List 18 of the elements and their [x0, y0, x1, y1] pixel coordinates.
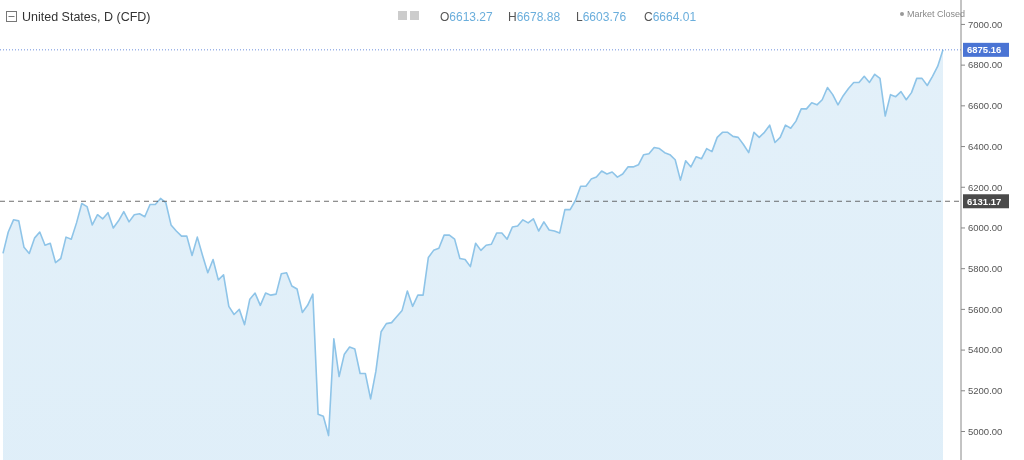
y-tick-label: 6200.00: [968, 181, 1003, 193]
y-tick-label: 6000.00: [968, 222, 1003, 234]
y-tick-label: 7000.00: [968, 18, 1003, 30]
annotation: C6664.01: [644, 10, 697, 24]
text: United States, D (CFD): [22, 10, 151, 24]
y-tick-label: 6800.00: [968, 59, 1003, 71]
y-tick-label: 6600.00: [968, 100, 1003, 112]
y-tick-label: 5800.00: [968, 263, 1003, 274]
ref-line-label: 6875.16: [967, 44, 1002, 56]
y-tick-label: 5600.00: [968, 303, 1003, 315]
ref-line-label: 6131.17: [967, 195, 1002, 207]
annotation: L6603.76: [576, 10, 627, 24]
y-tick-label: 5400.00: [968, 344, 1003, 356]
y-tick-label: 6400.00: [968, 140, 1003, 152]
annotation: H6678.88: [508, 10, 561, 24]
y-tick-label: 5200.00: [968, 385, 1003, 397]
annotation: O6613.27: [440, 10, 494, 24]
y-tick-label: 5000.00: [968, 425, 1003, 437]
